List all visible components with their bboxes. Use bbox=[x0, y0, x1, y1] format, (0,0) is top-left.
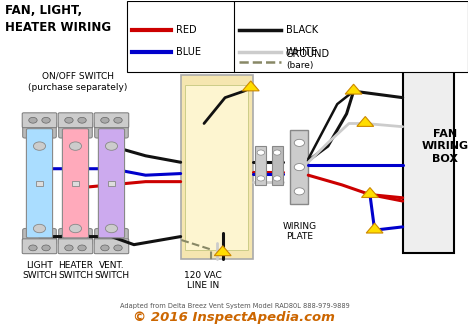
Text: BLACK: BLACK bbox=[286, 25, 318, 35]
Text: BLUE: BLUE bbox=[176, 47, 201, 57]
Circle shape bbox=[69, 142, 82, 150]
Circle shape bbox=[105, 224, 118, 233]
FancyBboxPatch shape bbox=[94, 113, 129, 128]
Circle shape bbox=[273, 176, 281, 181]
Circle shape bbox=[294, 188, 304, 195]
Bar bbox=[36, 181, 43, 186]
FancyBboxPatch shape bbox=[23, 229, 56, 244]
Circle shape bbox=[105, 142, 118, 150]
Bar bbox=[181, 75, 253, 259]
Circle shape bbox=[294, 139, 304, 146]
Text: WHITE: WHITE bbox=[286, 47, 318, 57]
FancyBboxPatch shape bbox=[22, 113, 57, 128]
Polygon shape bbox=[214, 246, 231, 256]
Polygon shape bbox=[362, 187, 378, 198]
Text: WIRING
PLATE: WIRING PLATE bbox=[283, 222, 317, 242]
FancyBboxPatch shape bbox=[95, 229, 128, 244]
FancyBboxPatch shape bbox=[23, 122, 56, 138]
FancyBboxPatch shape bbox=[59, 122, 92, 138]
Bar bbox=[127, 1, 468, 72]
Polygon shape bbox=[357, 116, 374, 126]
Text: RED: RED bbox=[176, 25, 197, 35]
FancyBboxPatch shape bbox=[95, 122, 128, 138]
Text: © 2016 InspectApedia.com: © 2016 InspectApedia.com bbox=[134, 311, 335, 324]
Bar bbox=[403, 65, 454, 253]
Circle shape bbox=[294, 164, 304, 171]
Circle shape bbox=[273, 150, 281, 155]
Circle shape bbox=[29, 245, 37, 251]
Circle shape bbox=[65, 245, 73, 251]
Bar bbox=[255, 146, 266, 185]
FancyBboxPatch shape bbox=[22, 239, 57, 254]
FancyBboxPatch shape bbox=[27, 129, 53, 238]
Bar bbox=[291, 130, 308, 204]
Circle shape bbox=[78, 117, 86, 123]
Circle shape bbox=[78, 245, 86, 251]
Polygon shape bbox=[366, 223, 383, 233]
Text: GROUND: GROUND bbox=[286, 49, 330, 59]
Text: 120 VAC
LINE IN: 120 VAC LINE IN bbox=[184, 271, 222, 290]
Circle shape bbox=[33, 142, 46, 150]
Bar bbox=[72, 181, 79, 186]
Text: FAN
WIRING
BOX: FAN WIRING BOX bbox=[421, 129, 468, 164]
FancyBboxPatch shape bbox=[58, 113, 93, 128]
FancyBboxPatch shape bbox=[94, 239, 129, 254]
Text: (bare): (bare) bbox=[286, 61, 313, 70]
Circle shape bbox=[114, 117, 122, 123]
Circle shape bbox=[100, 117, 109, 123]
Polygon shape bbox=[345, 84, 362, 94]
Circle shape bbox=[33, 224, 46, 233]
FancyBboxPatch shape bbox=[59, 229, 92, 244]
Circle shape bbox=[257, 150, 264, 155]
Text: VENT.
SWITCH: VENT. SWITCH bbox=[94, 261, 129, 280]
FancyBboxPatch shape bbox=[58, 239, 93, 254]
Circle shape bbox=[42, 117, 50, 123]
FancyBboxPatch shape bbox=[63, 129, 89, 238]
Circle shape bbox=[69, 224, 82, 233]
Text: ON/OFF SWITCH
(purchase separately): ON/OFF SWITCH (purchase separately) bbox=[28, 72, 128, 92]
Text: HEATER
SWITCH: HEATER SWITCH bbox=[58, 261, 93, 280]
Circle shape bbox=[257, 176, 264, 181]
FancyBboxPatch shape bbox=[99, 129, 125, 238]
Bar bbox=[185, 85, 248, 249]
Bar bbox=[108, 181, 115, 186]
Bar bbox=[272, 146, 283, 185]
Text: SWITCH BOX: SWITCH BOX bbox=[182, 59, 252, 68]
Text: FAN, LIGHT,
HEATER WIRING: FAN, LIGHT, HEATER WIRING bbox=[5, 4, 111, 34]
Circle shape bbox=[114, 245, 122, 251]
Text: Adapted from Delta Breez Vent System Model RAD80L 888-979-9889: Adapted from Delta Breez Vent System Mod… bbox=[119, 303, 349, 309]
Circle shape bbox=[65, 117, 73, 123]
Polygon shape bbox=[242, 81, 259, 91]
Text: LIGHT
SWITCH: LIGHT SWITCH bbox=[22, 261, 57, 280]
Circle shape bbox=[100, 245, 109, 251]
Circle shape bbox=[42, 245, 50, 251]
Circle shape bbox=[29, 117, 37, 123]
